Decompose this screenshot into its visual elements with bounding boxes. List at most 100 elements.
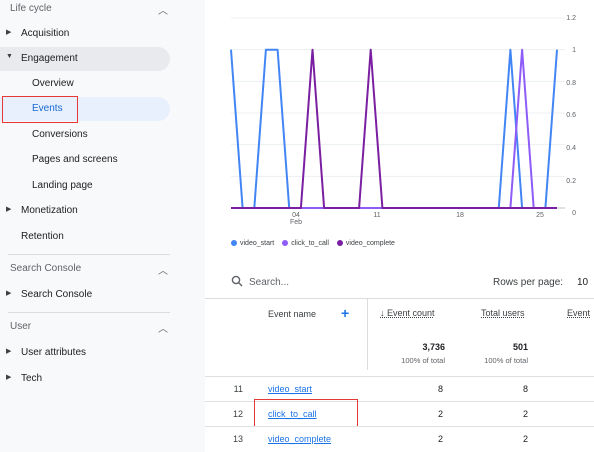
total-users-sub: 100% of total xyxy=(484,356,528,365)
row-index: 13 xyxy=(232,434,243,444)
total-users-cell: 2 xyxy=(522,434,528,444)
legend-item[interactable]: click_to_call xyxy=(282,240,329,247)
y-tick-label: 1 xyxy=(572,47,576,54)
x-tick-value: 25 xyxy=(536,212,544,219)
column-header-event-count[interactable]: ↓ Event count xyxy=(380,308,435,318)
x-tick-month: Feb xyxy=(289,219,303,226)
divider xyxy=(8,254,170,255)
sidebar-item-label: Conversions xyxy=(32,129,88,140)
column-header-total-users[interactable]: Total users xyxy=(481,308,525,318)
x-tick-value: 11 xyxy=(373,212,381,219)
sidebar-item-landing-page[interactable]: Landing page xyxy=(0,174,170,198)
sidebar-item-monetization[interactable]: ▶ Monetization xyxy=(0,199,170,223)
sidebar-item-engagement[interactable]: ▼ Engagement xyxy=(0,47,170,71)
table-totals-row: 3,736 100% of total 501 100% of total xyxy=(205,336,594,376)
sidebar-item-tech[interactable]: ▶ Tech xyxy=(0,367,170,391)
legend-label: click_to_call xyxy=(291,240,329,247)
rows-per-page-select[interactable]: 10 xyxy=(577,277,589,288)
chevron-up-icon[interactable]: ︿ xyxy=(158,6,168,17)
sidebar-item-acquisition[interactable]: ▶ Acquisition xyxy=(0,22,170,46)
y-tick-label: 0.8 xyxy=(566,80,576,87)
sidebar-item-label: Acquisition xyxy=(21,28,70,39)
y-tick-label: 0.6 xyxy=(566,112,576,119)
row-index: 12 xyxy=(232,409,243,419)
section-header-user[interactable]: User ︿ xyxy=(8,318,168,340)
column-header-event-name[interactable]: Event name xyxy=(268,309,317,319)
section-title: Search Console xyxy=(10,263,82,274)
sidebar-item-events[interactable]: Events xyxy=(0,97,170,121)
y-tick-label: 0.2 xyxy=(566,178,576,185)
sidebar-item-label: Pages and screens xyxy=(32,154,118,165)
total-users: 501 xyxy=(512,342,528,352)
section-title: User xyxy=(10,321,32,332)
legend-item[interactable]: video_start xyxy=(231,240,274,247)
search-icon[interactable] xyxy=(231,275,243,290)
table-header: Event name + ↓ Event count Total users E… xyxy=(205,298,594,370)
row-index: 11 xyxy=(233,384,243,394)
total-users-cell: 2 xyxy=(522,409,528,419)
main-content: 1.2 1 0.8 0.6 0.4 0.2 0 04 Feb 11 18 25 … xyxy=(205,0,594,452)
total-users-cell: 8 xyxy=(522,384,528,394)
caret-right-icon: ▶ xyxy=(6,206,12,213)
sidebar-nav: Life cycle ︿ ▶ Acquisition ▼ Engagement … xyxy=(0,0,205,452)
legend-dot-icon xyxy=(231,240,237,246)
table-toolbar: Search... Rows per page: 10 xyxy=(205,268,594,299)
sidebar-item-conversions[interactable]: Conversions xyxy=(0,123,170,147)
caret-right-icon: ▶ xyxy=(6,29,12,36)
table-row[interactable]: 13 video_complete 2 2 xyxy=(205,426,594,451)
section-header-search-console[interactable]: Search Console ︿ xyxy=(8,260,168,282)
event-name-link[interactable]: click_to_call xyxy=(268,409,317,419)
sidebar-item-search-console[interactable]: ▶ Search Console xyxy=(0,283,170,307)
x-tick-value: 04 xyxy=(292,212,300,219)
sidebar-item-label: User attributes xyxy=(21,347,87,358)
y-tick-label: 1.2 xyxy=(566,15,576,22)
caret-right-icon: ▶ xyxy=(6,348,12,355)
total-event-count: 3,736 xyxy=(422,342,445,352)
divider xyxy=(8,312,170,313)
x-tick-label: 11 xyxy=(362,212,392,219)
series-line-video-start xyxy=(230,48,558,209)
caret-down-icon: ▼ xyxy=(6,53,13,60)
sidebar-item-label: Events xyxy=(32,103,63,114)
x-tick-value: 18 xyxy=(456,212,464,219)
event-count-cell: 2 xyxy=(437,434,443,444)
chevron-up-icon[interactable]: ︿ xyxy=(158,324,168,335)
sidebar-item-label: Search Console xyxy=(21,289,93,300)
series-line-video-complete xyxy=(231,48,557,209)
event-count-cell: 2 xyxy=(437,409,443,419)
sidebar-item-overview[interactable]: Overview xyxy=(0,72,170,96)
event-name-link[interactable]: video_start xyxy=(268,384,313,394)
sidebar-item-retention[interactable]: Retention xyxy=(0,225,170,249)
highlight-box xyxy=(254,399,358,427)
caret-right-icon: ▶ xyxy=(6,374,12,381)
legend-label: video_start xyxy=(240,240,275,247)
event-name-link[interactable]: video_complete xyxy=(268,434,332,444)
legend-dot-icon xyxy=(282,240,289,246)
chevron-up-icon[interactable]: ︿ xyxy=(158,266,168,277)
x-tick-label: 18 xyxy=(445,212,475,219)
highlight-box xyxy=(2,96,78,123)
y-tick-label: 0 xyxy=(572,210,576,217)
sidebar-item-label: Retention xyxy=(21,231,64,242)
column-header-event-partial[interactable]: Event xyxy=(567,308,591,318)
section-title: Life cycle xyxy=(10,3,52,14)
sidebar-item-user-attributes[interactable]: ▶ User attributes xyxy=(0,341,170,365)
legend-label: video_complete xyxy=(345,240,395,247)
chart-legend: video_start click_to_call video_complete xyxy=(231,240,401,247)
search-input[interactable]: Search... xyxy=(249,277,290,288)
column-divider xyxy=(367,298,368,370)
sidebar-item-label: Landing page xyxy=(32,180,93,191)
table-row[interactable]: 11 video_start 8 8 xyxy=(205,376,594,401)
x-tick-label: 04 Feb xyxy=(281,212,311,226)
rows-per-page-label: Rows per page: xyxy=(493,277,564,288)
add-dimension-icon[interactable]: + xyxy=(341,305,350,321)
sidebar-item-pages-and-screens[interactable]: Pages and screens xyxy=(0,148,170,172)
event-count-cell: 8 xyxy=(437,384,443,394)
sidebar-item-label: Tech xyxy=(21,373,43,384)
section-header-lifecycle[interactable]: Life cycle ︿ xyxy=(8,0,168,22)
sidebar-item-label: Monetization xyxy=(21,205,78,216)
table-row[interactable]: 12 click_to_call 2 2 xyxy=(205,401,594,426)
total-event-count-sub: 100% of total xyxy=(401,356,445,365)
y-tick-label: 0.4 xyxy=(566,145,576,152)
legend-item[interactable]: video_complete xyxy=(336,240,395,247)
